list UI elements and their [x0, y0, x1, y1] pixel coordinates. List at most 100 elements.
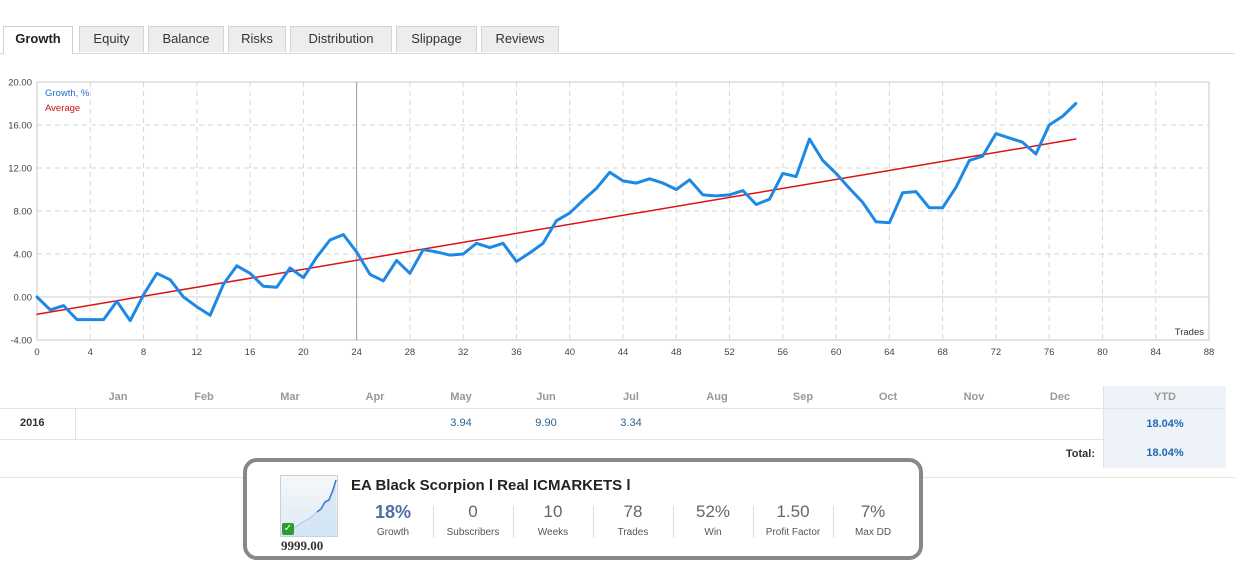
legend-label-average: Average: [45, 103, 80, 114]
tab-balance[interactable]: Balance: [148, 26, 224, 52]
stat-label: Subscribers: [446, 527, 500, 538]
stat-value: 7%: [860, 502, 886, 521]
mini-growth-chart-icon: [282, 479, 337, 536]
x-tick-label: 64: [884, 347, 895, 358]
stat-label: Weeks: [537, 527, 569, 538]
total-row: Total: 18.04%: [0, 439, 1226, 469]
table-header-row: YTD Jan Feb Mar Apr May Jun Jul Aug Sep …: [0, 386, 1226, 408]
tab-equity[interactable]: Equity: [79, 26, 144, 52]
ytd-cell: 18.04%: [1103, 409, 1226, 439]
month-header: Mar: [280, 391, 300, 403]
x-tick-label: 12: [192, 347, 203, 358]
stat-growth: 18% Growth: [353, 500, 433, 538]
stat-label: Trades: [617, 527, 649, 538]
month-header: Apr: [365, 391, 385, 403]
y-tick-label: 12.00: [8, 164, 32, 175]
divider: [513, 506, 514, 538]
x-tick-label: 44: [618, 347, 629, 358]
x-tick-label: 60: [831, 347, 842, 358]
y-tick-label: 0.00: [14, 293, 33, 304]
stat-trades: 78 Trades: [593, 500, 673, 538]
divider: [593, 506, 594, 538]
stat-value: 0: [468, 502, 478, 521]
x-tick-label: 48: [671, 347, 682, 358]
stat-value: 18%: [374, 502, 412, 522]
month-header: Oct: [878, 391, 898, 403]
month-header: Sep: [792, 391, 814, 403]
y-tick-label: 20.00: [8, 78, 32, 89]
month-header: Jun: [536, 391, 556, 403]
stat-profit-factor: 1.50 Profit Factor: [753, 500, 833, 538]
x-tick-label: 24: [351, 347, 362, 358]
divider: [75, 409, 76, 439]
tab-risks[interactable]: Risks: [228, 26, 286, 52]
x-tick-label: 28: [405, 347, 416, 358]
ytd-header: YTD: [1154, 391, 1176, 403]
x-tick-label: 88: [1204, 347, 1215, 358]
x-tick-label: 16: [245, 347, 256, 358]
stat-weeks: 10 Weeks: [513, 500, 593, 538]
signal-price: 9999.00: [281, 538, 324, 553]
x-tick-label: 20: [298, 347, 309, 358]
signal-title[interactable]: EA Black Scorpion l Real ICMARKETS l: [351, 477, 631, 494]
ytd-value: 18.04%: [1146, 418, 1184, 430]
series-line-growth: [35, 102, 1078, 323]
table-row: 2016 3.94 9.90 3.34 18.04%: [0, 408, 1226, 440]
x-tick-label: 4: [88, 347, 93, 358]
stat-label: Profit Factor: [765, 527, 821, 538]
month-value: 3.94: [450, 417, 472, 429]
month-header: Aug: [706, 391, 728, 403]
month-value: 3.34: [620, 417, 642, 429]
verified-check-icon: ✓: [282, 523, 294, 535]
stat-label: Max DD: [854, 527, 892, 538]
x-tick-label: 68: [937, 347, 948, 358]
stat-label: Growth: [376, 527, 410, 538]
tab-growth[interactable]: Growth: [3, 26, 73, 54]
x-tick-label: 40: [564, 347, 575, 358]
stat-win: 52% Win: [673, 500, 753, 538]
year-cell: 2016: [20, 417, 45, 429]
month-header: Jan: [108, 391, 128, 403]
tab-bar: Growth Equity Balance Risks Distribution…: [0, 26, 1235, 54]
y-tick-label: 8.00: [14, 207, 33, 218]
tab-reviews[interactable]: Reviews: [481, 26, 559, 52]
stat-value: 52%: [695, 502, 731, 521]
month-value: 9.90: [535, 417, 557, 429]
y-tick-label: 4.00: [14, 250, 33, 261]
x-tick-label: 84: [1150, 347, 1161, 358]
month-header: Feb: [194, 391, 214, 403]
x-tick-label: 0: [34, 347, 39, 358]
x-tick-label: 32: [458, 347, 469, 358]
divider: [833, 506, 834, 538]
month-header: Dec: [1049, 391, 1071, 403]
y-tick-label: 16.00: [8, 121, 32, 132]
signal-card[interactable]: ✓ 9999.00 EA Black Scorpion l Real ICMAR…: [243, 458, 923, 560]
divider: [753, 506, 754, 538]
month-header: May: [450, 391, 472, 403]
total-value: 18.04%: [1146, 447, 1184, 459]
month-header: Nov: [963, 391, 985, 403]
divider: [673, 506, 674, 538]
total-label: Total:: [1065, 448, 1095, 460]
stat-value: 10: [543, 502, 563, 521]
x-tick-label: 56: [778, 347, 789, 358]
stat-subscribers: 0 Subscribers: [433, 500, 513, 538]
x-axis-label: Trades: [1175, 327, 1204, 338]
legend-label-growth: Growth, %: [45, 88, 90, 99]
tab-distribution[interactable]: Distribution: [290, 26, 392, 52]
tab-slippage[interactable]: Slippage: [396, 26, 477, 52]
ytd-header-cell: YTD: [1103, 386, 1226, 408]
y-tick-label: -4.00: [10, 336, 32, 347]
x-tick-label: 76: [1044, 347, 1055, 358]
total-cell: 18.04%: [1103, 439, 1226, 468]
divider: [433, 506, 434, 538]
stat-label: Win: [704, 527, 722, 538]
series-line-average: [36, 138, 1077, 315]
signal-thumbnail[interactable]: ✓: [280, 475, 338, 537]
x-tick-label: 36: [511, 347, 522, 358]
x-tick-label: 8: [141, 347, 146, 358]
stat-max-dd: 7% Max DD: [833, 500, 913, 538]
x-tick-label: 80: [1097, 347, 1108, 358]
x-tick-label: 52: [724, 347, 735, 358]
